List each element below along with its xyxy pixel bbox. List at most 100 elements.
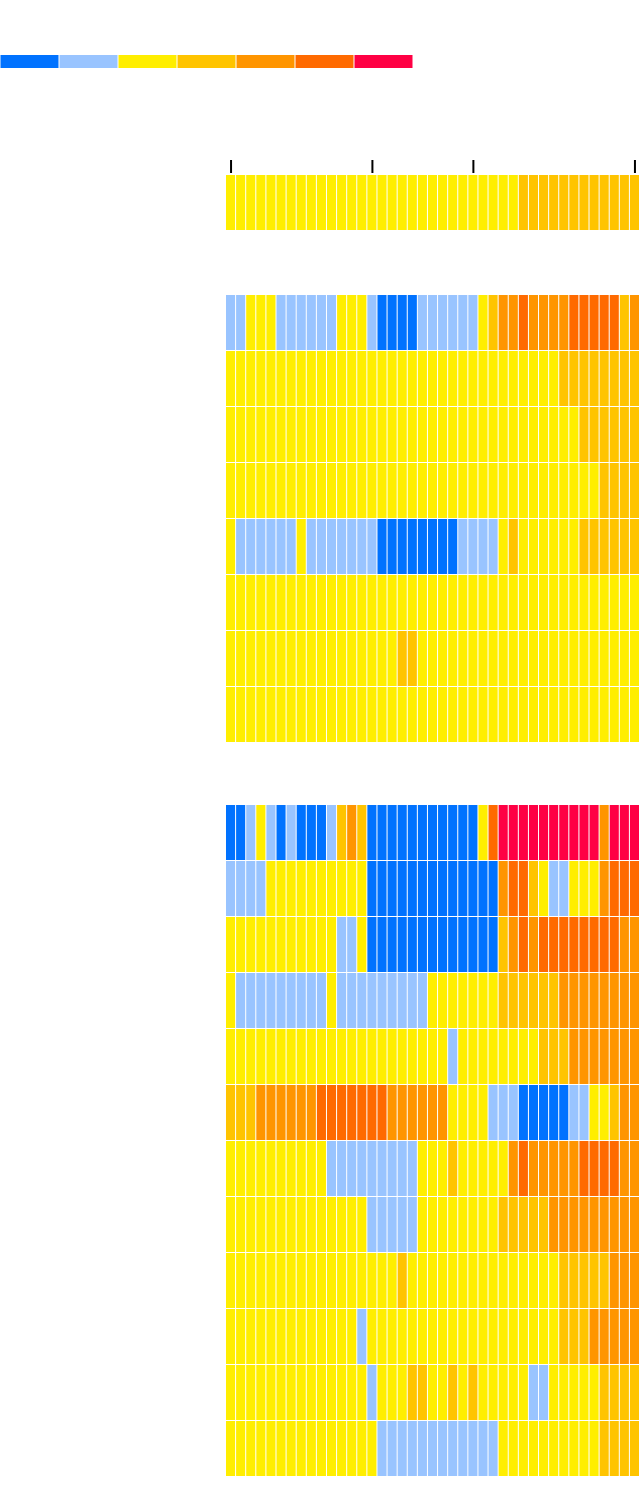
- heat-cell: [458, 861, 468, 916]
- heat-cell: [337, 687, 347, 742]
- heat-cell: [589, 973, 599, 1028]
- heat-cell: [306, 973, 316, 1028]
- heat-cell: [458, 575, 468, 630]
- heat-cell: [397, 973, 407, 1028]
- heat-cell: [498, 295, 508, 350]
- heat-cell: [599, 1029, 609, 1084]
- heat-cell: [367, 351, 377, 406]
- heat-cell: [417, 1365, 427, 1420]
- heat-cell: [357, 463, 367, 518]
- heat-cell: [266, 1141, 276, 1196]
- heat-cell: [337, 575, 347, 630]
- heat-cell: [508, 805, 518, 860]
- heat-cell: [458, 805, 468, 860]
- heat-cell: [337, 1365, 347, 1420]
- heat-cell: [417, 631, 427, 686]
- heat-cell: [478, 575, 488, 630]
- heat-cell: [508, 575, 518, 630]
- heat-cell: [599, 861, 609, 916]
- heat-cell: [377, 1085, 387, 1140]
- heat-cell: [417, 1309, 427, 1364]
- heat-cell: [488, 463, 498, 518]
- heat-cell: [508, 463, 518, 518]
- heat-cell: [599, 1253, 609, 1308]
- heat-cell: [508, 519, 518, 574]
- heat-cell: [296, 1421, 306, 1476]
- heat-cell: [488, 1421, 498, 1476]
- heat-cell: [478, 631, 488, 686]
- heat-cell: [387, 917, 397, 972]
- heat-cell: [316, 1197, 326, 1252]
- heat-cell: [579, 917, 589, 972]
- heat-cell: [458, 295, 468, 350]
- heat-cell: [448, 1141, 458, 1196]
- heat-cell: [518, 861, 528, 916]
- heat-cell: [569, 175, 579, 230]
- heat-cell: [438, 1085, 448, 1140]
- heat-cell: [397, 687, 407, 742]
- heat-cell: [387, 407, 397, 462]
- heat-cell: [407, 575, 417, 630]
- heat-cell: [508, 917, 518, 972]
- heat-cell: [488, 805, 498, 860]
- heat-cell: [397, 805, 407, 860]
- heat-cell: [246, 917, 256, 972]
- heat-cell: [347, 917, 357, 972]
- heat-cell: [326, 805, 337, 860]
- heat-cell: [256, 1197, 266, 1252]
- heat-cell: [326, 1029, 337, 1084]
- heat-cell: [609, 1029, 619, 1084]
- heat-cell: [357, 631, 367, 686]
- heat-cell: [488, 175, 498, 230]
- heat-cell: [559, 687, 569, 742]
- heat-cell: [488, 351, 498, 406]
- heat-cell: [438, 519, 448, 574]
- heat-cell: [296, 1365, 306, 1420]
- heat-cell: [306, 1029, 316, 1084]
- heat-cell: [367, 631, 377, 686]
- heat-cell: [397, 1365, 407, 1420]
- heat-cell: [589, 1365, 599, 1420]
- heat-cell: [236, 295, 246, 350]
- heat-cell: [316, 805, 326, 860]
- heat-cell: [417, 861, 427, 916]
- heat-cell: [286, 861, 296, 916]
- heat-cell: [629, 861, 639, 916]
- heat-cell: [266, 1421, 276, 1476]
- heat-cell: [266, 1365, 276, 1420]
- heat-cell: [266, 575, 276, 630]
- heat-cell: [569, 519, 579, 574]
- heat-cell: [569, 973, 579, 1028]
- heat-cell: [619, 687, 629, 742]
- heat-cell: [579, 1029, 589, 1084]
- heat-cell: [438, 1253, 448, 1308]
- heat-cell: [377, 973, 387, 1028]
- heat-cell: [427, 351, 438, 406]
- heat-cell: [417, 1253, 427, 1308]
- heat-cell: [296, 861, 306, 916]
- heat-cell: [367, 575, 377, 630]
- heat-cell: [629, 175, 639, 230]
- heat-cell: [407, 1253, 417, 1308]
- heat-cell: [296, 351, 306, 406]
- heat-cell: [579, 519, 589, 574]
- heat-cell: [347, 575, 357, 630]
- heat-cell: [629, 1253, 639, 1308]
- heat-cell: [438, 1029, 448, 1084]
- heat-cell: [589, 805, 599, 860]
- heat-cell: [559, 351, 569, 406]
- heat-cell: [468, 917, 478, 972]
- heat-cell: [276, 687, 286, 742]
- heat-cell: [387, 1085, 397, 1140]
- heat-cell: [266, 1085, 276, 1140]
- heat-cell: [448, 1421, 458, 1476]
- heat-cell: [609, 1421, 619, 1476]
- heat-cell: [498, 175, 508, 230]
- heat-cell: [347, 351, 357, 406]
- heat-cell: [448, 973, 458, 1028]
- heat-cell: [397, 861, 407, 916]
- heat-cell: [478, 1253, 488, 1308]
- heat-cell: [579, 631, 589, 686]
- heat-cell: [296, 1197, 306, 1252]
- heat-cell: [549, 351, 559, 406]
